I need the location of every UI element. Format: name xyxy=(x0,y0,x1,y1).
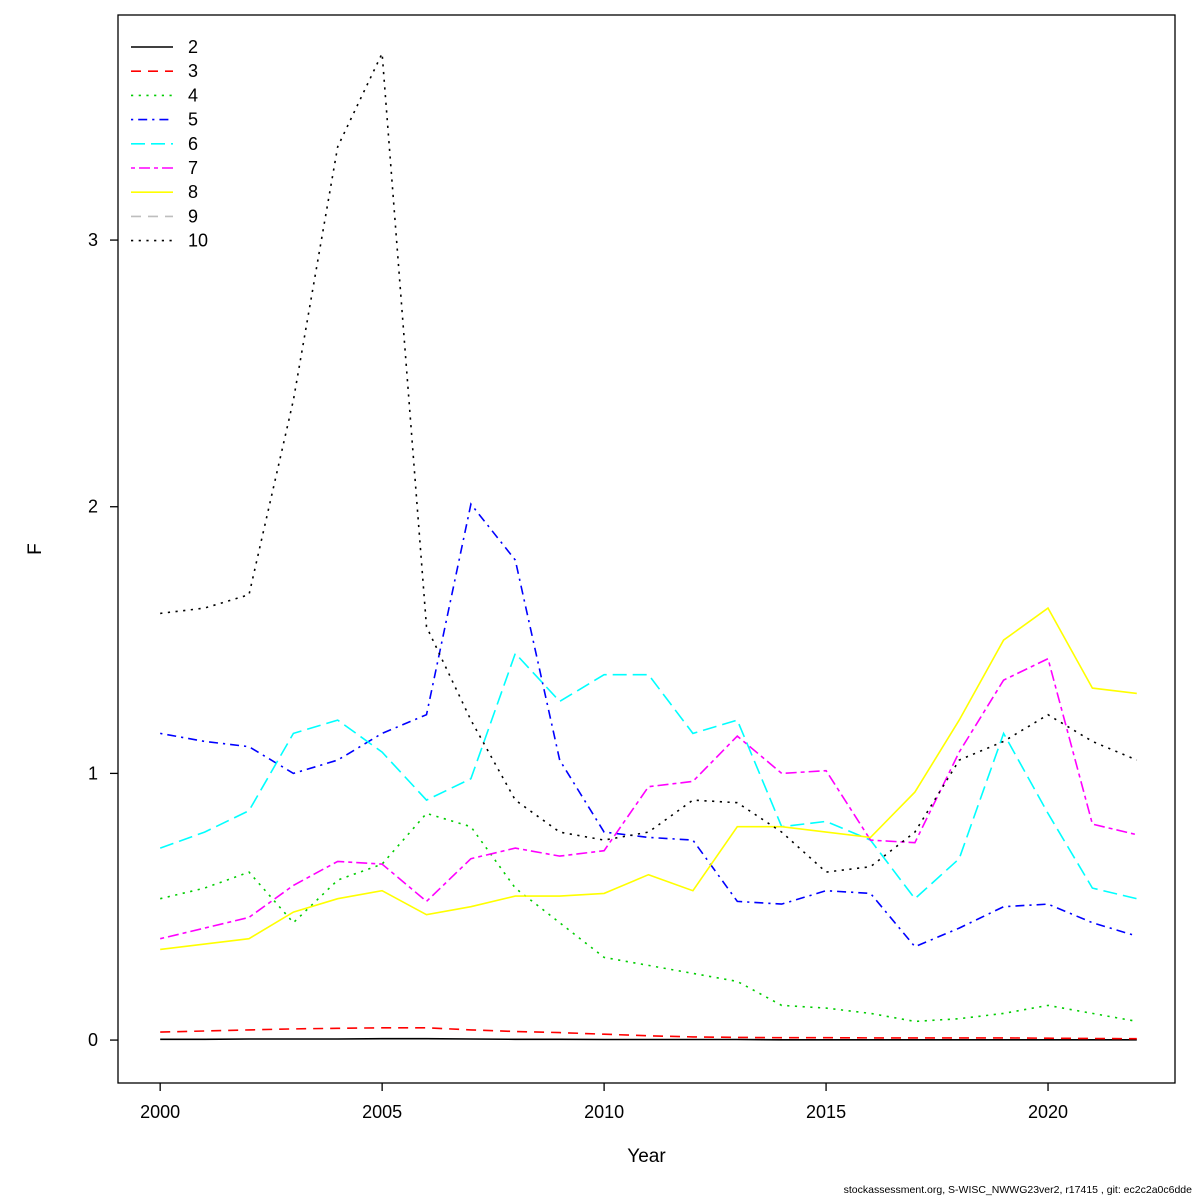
legend-label-age-9: 9 xyxy=(188,206,198,226)
y-tick-label-2: 2 xyxy=(88,497,98,517)
x-axis-title: Year xyxy=(627,1146,666,1167)
y-tick-label-1: 1 xyxy=(88,763,98,783)
legend-label-age-2: 2 xyxy=(188,37,198,57)
legend-label-age-8: 8 xyxy=(188,182,198,202)
x-tick-label-2000: 2000 xyxy=(140,1102,180,1122)
legend-label-age-7: 7 xyxy=(188,158,198,178)
y-axis-title: F xyxy=(25,543,46,555)
x-tick-label-2015: 2015 xyxy=(806,1102,846,1122)
series-line-age-10 xyxy=(160,50,1138,873)
y-tick-label-0: 0 xyxy=(88,1030,98,1050)
legend-label-age-10: 10 xyxy=(188,231,208,251)
x-tick-label-2010: 2010 xyxy=(584,1102,624,1122)
series-line-age-6 xyxy=(159,651,1137,900)
series-line-age-7 xyxy=(160,657,1137,940)
footer-credit: stockassessment.org, S-WISC_NWWG23ver2, … xyxy=(843,1184,1192,1196)
series-line-age-3 xyxy=(160,1027,1137,1040)
y-tick-label-3: 3 xyxy=(88,230,98,250)
x-tick-label-2005: 2005 xyxy=(362,1102,402,1122)
series-line-age-8 xyxy=(160,606,1137,951)
series-line-age-2 xyxy=(160,1037,1137,1041)
legend-label-age-6: 6 xyxy=(188,134,198,154)
legend-label-age-4: 4 xyxy=(188,85,198,105)
series-line-age-4 xyxy=(160,812,1137,1023)
series-line-age-5 xyxy=(160,502,1138,948)
x-tick-label-2020: 2020 xyxy=(1028,1102,1068,1122)
plot-box xyxy=(117,14,1176,1084)
legend-label-age-3: 3 xyxy=(188,61,198,81)
legend-label-age-5: 5 xyxy=(188,110,198,130)
